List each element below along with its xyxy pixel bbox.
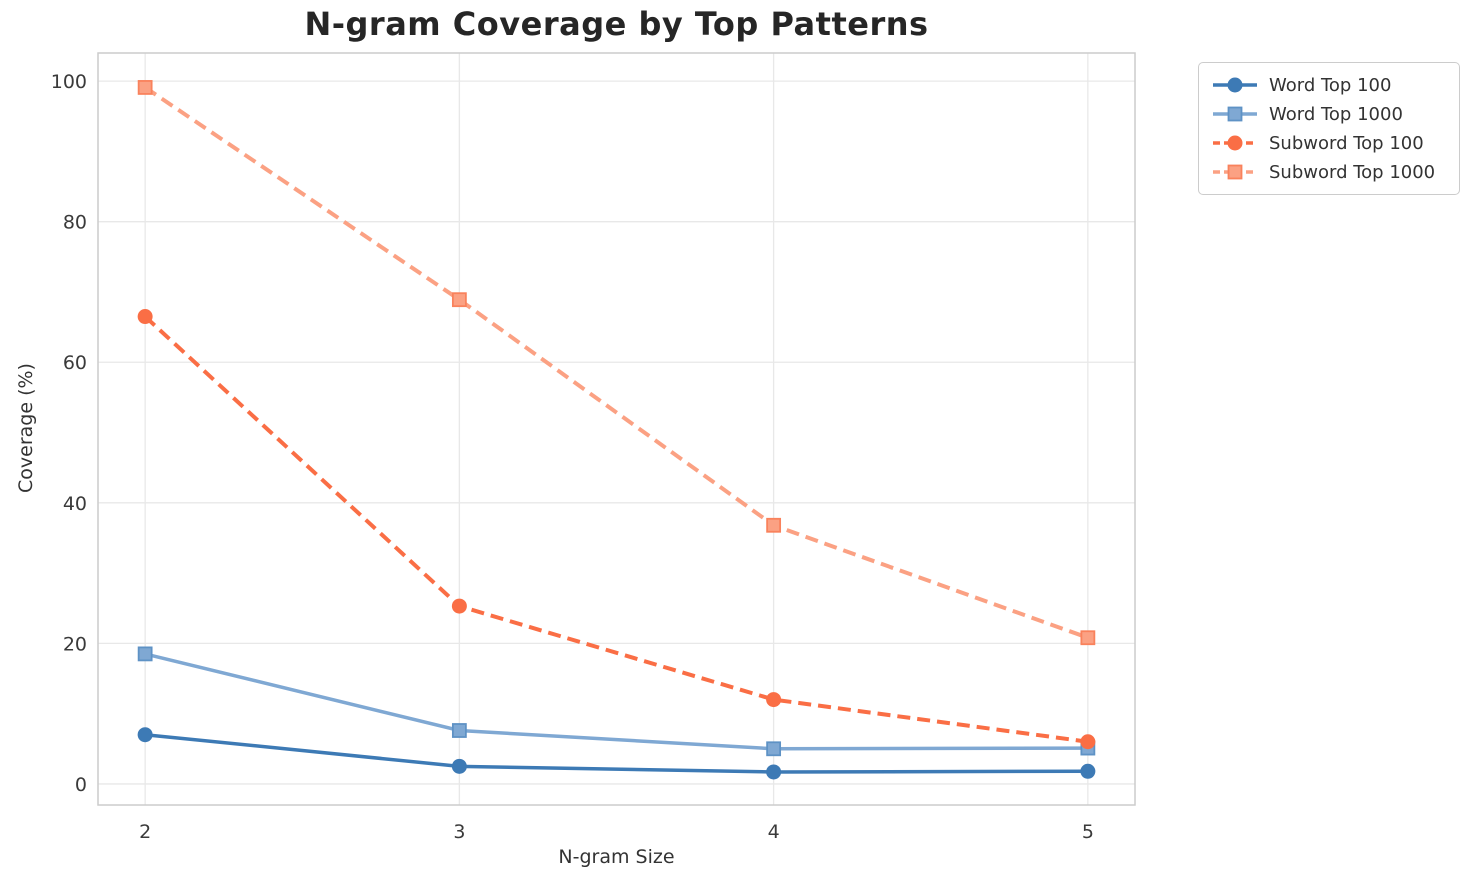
- y-axis-label: Coverage (%): [15, 363, 37, 493]
- data-point-subword-top-1000: [137, 80, 153, 95]
- x-axis-label: N-gram Size: [558, 846, 675, 868]
- x-tick-label: 5: [1082, 821, 1094, 843]
- series-line-subword-top-100: [143, 315, 1089, 744]
- data-point-word-top-100: [766, 764, 782, 780]
- data-point-subword-top-1000: [451, 292, 467, 308]
- data-point-word-top-1000: [137, 646, 153, 662]
- x-tick-label: 3: [453, 821, 465, 843]
- dashed-line-circle-marker-icon: [1213, 135, 1257, 151]
- x-tick-label: 4: [768, 821, 780, 843]
- x-tick-label: 2: [139, 821, 151, 843]
- solid-line-circle-marker-icon: [1213, 77, 1257, 93]
- legend-item-word-top-1000: Word Top 1000: [1211, 101, 1447, 127]
- data-point-word-top-100: [451, 758, 467, 774]
- data-point-subword-top-100: [1080, 734, 1096, 750]
- data-point-word-top-100: [137, 727, 153, 743]
- data-point-subword-top-1000: [766, 517, 782, 533]
- solid-line-square-marker-icon: [1213, 106, 1257, 122]
- legend: Word Top 100 Word Top 1000 Subword Top 100…: [1198, 62, 1460, 195]
- data-point-subword-top-100: [137, 309, 153, 325]
- series-line-subword-top-1000: [144, 85, 1089, 640]
- y-tick-label: 20: [63, 633, 87, 655]
- legend-label: Subword Top 1000: [1269, 161, 1436, 183]
- data-point-subword-top-100: [451, 598, 467, 614]
- data-point-word-top-1000: [451, 723, 467, 738]
- y-tick-label: 0: [75, 774, 87, 796]
- series-line-word-top-100: [144, 732, 1088, 774]
- legend-label: Word Top 1000: [1269, 103, 1403, 125]
- data-point-word-top-100: [1080, 763, 1096, 779]
- chart-title: N-gram Coverage by Top Patterns: [304, 5, 929, 43]
- y-tick-label: 80: [63, 212, 87, 234]
- data-point-subword-top-1000: [1080, 630, 1096, 646]
- data-point-word-top-1000: [766, 741, 782, 757]
- legend-label: Subword Top 100: [1269, 132, 1424, 154]
- legend-item-subword-top-100: Subword Top 100: [1211, 130, 1447, 156]
- y-tick-label: 60: [63, 352, 87, 374]
- dashed-line-square-marker-icon: [1213, 164, 1257, 180]
- data-point-subword-top-100: [766, 692, 782, 708]
- plot-border: [97, 52, 1136, 806]
- y-tick-label: 40: [63, 493, 87, 515]
- legend-item-word-top-100: Word Top 100: [1211, 72, 1447, 98]
- legend-item-subword-top-1000: Subword Top 1000: [1211, 159, 1447, 185]
- y-tick-label: 100: [51, 71, 87, 93]
- series-line-word-top-1000: [144, 652, 1088, 751]
- legend-label: Word Top 100: [1269, 74, 1392, 96]
